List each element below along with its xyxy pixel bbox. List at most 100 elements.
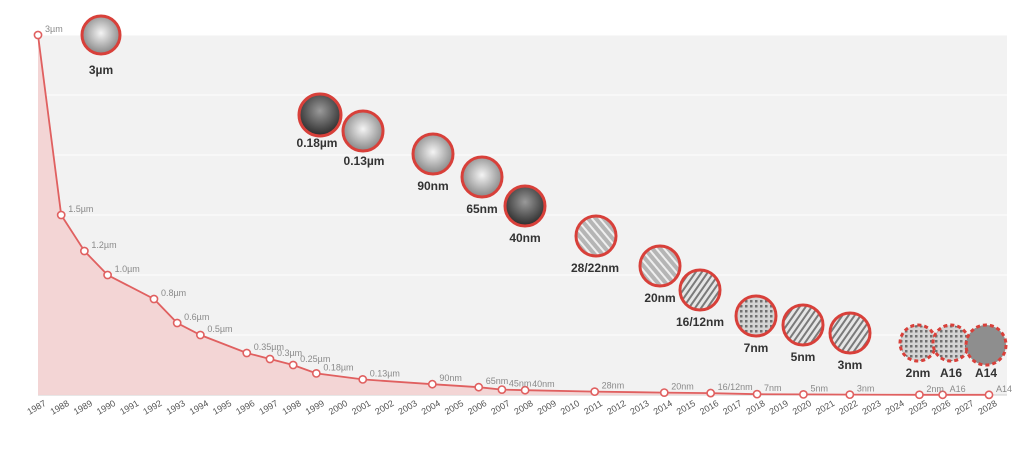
data-point xyxy=(706,388,716,398)
node-label: 90nm xyxy=(417,179,448,193)
x-tick-label: 2027 xyxy=(953,398,975,417)
data-point xyxy=(288,360,298,370)
node-image xyxy=(830,313,870,353)
data-label: 45nm xyxy=(509,379,532,389)
node-label: 65nm xyxy=(466,202,497,216)
node-ring xyxy=(734,294,778,338)
x-tick-label: 2012 xyxy=(605,398,627,417)
data-point xyxy=(79,246,89,256)
x-tick-label: 2005 xyxy=(443,398,465,417)
process-node-markers: 3µm 0.18µm 0.13µm 90nm 65nm 40nm 28/22nm 20nm16… xyxy=(80,14,1008,380)
data-point xyxy=(195,330,205,340)
node-label: 0.13µm xyxy=(344,154,385,168)
x-tick-label: 1987 xyxy=(25,398,47,417)
process-node-marker: 7nm xyxy=(734,294,778,355)
data-label: 3nm xyxy=(857,384,875,394)
node-image xyxy=(933,325,969,361)
node-image xyxy=(640,246,680,286)
data-points xyxy=(33,30,994,400)
node-image xyxy=(900,325,936,361)
x-tick-label: 2006 xyxy=(466,398,488,417)
data-label: 0.3µm xyxy=(277,348,302,358)
process-node-marker: 5nm xyxy=(781,303,825,364)
data-point xyxy=(752,389,762,399)
x-tick-label: 2007 xyxy=(489,398,511,417)
process-node-marker: 28/22nm xyxy=(571,214,619,275)
x-tick-label: 1999 xyxy=(304,398,326,417)
area-shape xyxy=(38,35,989,395)
data-point xyxy=(358,374,368,384)
x-tick-label: 2010 xyxy=(559,398,581,417)
x-tick-label: 2028 xyxy=(976,398,998,417)
node-image xyxy=(783,305,823,345)
data-point xyxy=(497,385,507,394)
x-tick-label: 1989 xyxy=(72,398,94,417)
x-tick-label: 1998 xyxy=(280,398,302,417)
x-tick-label: 2023 xyxy=(860,398,882,417)
node-ring xyxy=(411,132,455,176)
x-tick-label: 2001 xyxy=(350,398,372,417)
data-point xyxy=(590,387,600,397)
data-point xyxy=(915,390,924,400)
data-point xyxy=(427,379,437,389)
node-image xyxy=(576,216,616,256)
x-tick-label: 2019 xyxy=(768,398,790,417)
data-point xyxy=(474,382,484,392)
node-image xyxy=(505,186,545,226)
node-label: 5nm xyxy=(791,350,816,364)
data-point xyxy=(33,30,43,40)
x-tick-label: 2008 xyxy=(512,398,534,417)
node-image xyxy=(736,296,776,336)
node-image xyxy=(966,325,1006,365)
data-label: 3µm xyxy=(45,24,63,34)
data-label: A16 xyxy=(950,384,966,394)
node-ring xyxy=(574,214,618,258)
data-labels: 3µm1.5µm1.2µm1.0µm0.8µm0.6µm0.5µm0.35µm0… xyxy=(45,24,1012,394)
x-axis-tick-labels: 1987 1988 1989 1990 1991 1992 1993 1994 1995 1996… xyxy=(25,398,998,417)
node-ring xyxy=(828,311,872,355)
data-label: 5nm xyxy=(810,383,828,393)
node-label: 3nm xyxy=(838,358,863,372)
node-image xyxy=(343,111,383,151)
x-tick-label: 2017 xyxy=(721,398,743,417)
x-tick-label: 2003 xyxy=(396,398,418,417)
x-tick-label: 2013 xyxy=(628,398,650,417)
node-label: 40nm xyxy=(509,231,540,245)
data-label: 0.18µm xyxy=(323,362,353,372)
data-label: 28nm xyxy=(602,381,625,391)
data-label: 1.0µm xyxy=(115,264,140,274)
process-node-marker: 90nm xyxy=(411,132,455,193)
data-point xyxy=(659,388,669,397)
data-point xyxy=(520,385,530,395)
node-image xyxy=(299,94,341,136)
data-point xyxy=(799,389,808,399)
data-point xyxy=(938,390,948,400)
data-label: 0.13µm xyxy=(370,368,400,378)
x-tick-label: 2014 xyxy=(652,398,674,417)
data-label: 0.5µm xyxy=(207,324,232,334)
data-point xyxy=(149,294,159,304)
node-image xyxy=(82,16,120,54)
node-label: 20nm xyxy=(644,291,675,305)
node-ring xyxy=(460,155,504,199)
data-point xyxy=(56,210,66,220)
data-point xyxy=(172,318,182,328)
node-label: 0.18µm xyxy=(297,136,338,150)
data-label: 0.35µm xyxy=(254,342,284,352)
x-tick-label: 1996 xyxy=(234,398,256,417)
data-label: 40nm xyxy=(532,379,555,389)
x-tick-label: 2011 xyxy=(582,398,604,416)
x-tick-label: 1994 xyxy=(188,398,210,417)
x-tick-label: 2026 xyxy=(930,398,952,417)
process-node-marker: 65nm xyxy=(460,155,504,216)
node-label: A14 xyxy=(975,366,997,380)
x-tick-label: 1990 xyxy=(95,398,117,417)
x-tick-label: 2022 xyxy=(837,398,859,417)
data-label: 0.8µm xyxy=(161,288,186,298)
node-ring xyxy=(678,268,722,312)
process-node-marker: 40nm xyxy=(503,184,547,245)
data-label: 16/12nm xyxy=(718,382,753,392)
data-point xyxy=(984,390,994,400)
data-label: 1.5µm xyxy=(68,204,93,214)
